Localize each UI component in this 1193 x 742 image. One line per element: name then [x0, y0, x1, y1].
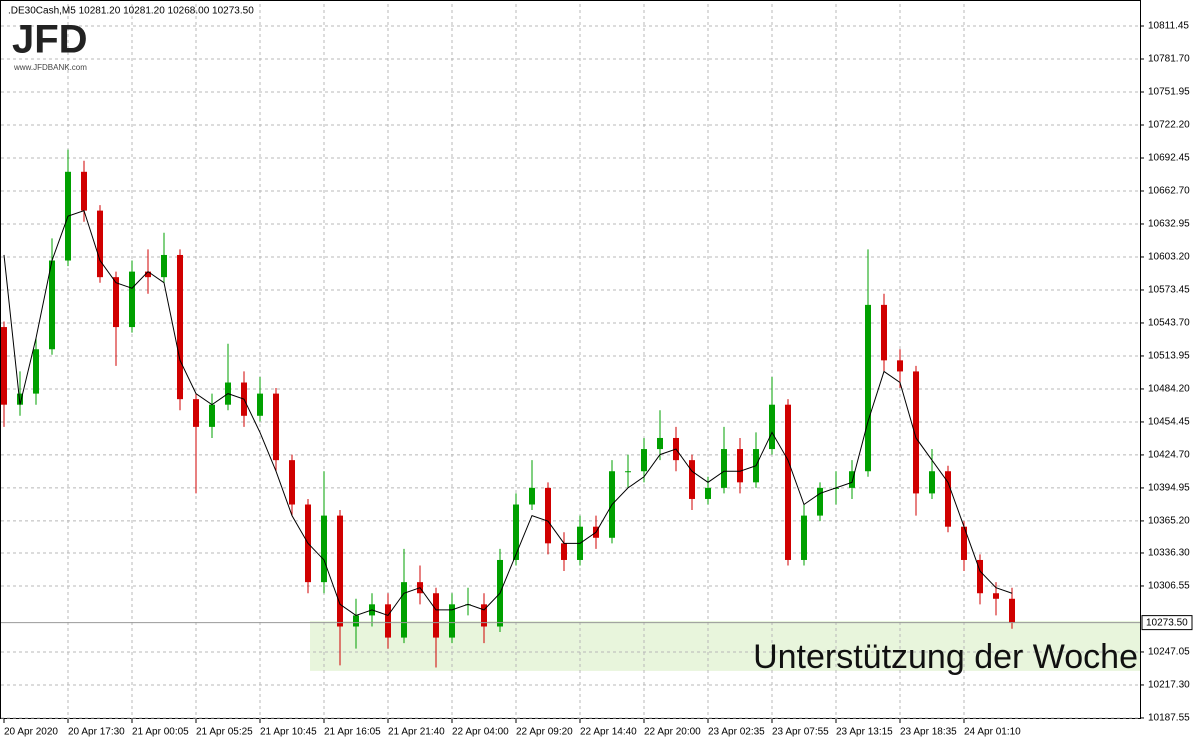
- y-tick-label: 10632.95: [1148, 219, 1190, 230]
- candle-body: [625, 471, 631, 473]
- y-tick-label: 10306.55: [1148, 581, 1190, 592]
- y-tick-label: 10722.20: [1148, 120, 1190, 131]
- support-zone: [310, 620, 1140, 671]
- candle-body: [929, 471, 935, 494]
- y-tick-label: 10394.95: [1148, 483, 1190, 494]
- y-tick-label: 10751.95: [1148, 87, 1190, 98]
- x-tick-label: 21 Apr 00:05: [132, 727, 189, 738]
- candle-body: [721, 449, 727, 488]
- candle-body: [561, 543, 567, 560]
- candle-body: [513, 504, 519, 560]
- x-tick-label: 23 Apr 18:35: [900, 727, 957, 738]
- x-tick-label: 22 Apr 14:40: [580, 727, 637, 738]
- candle-body: [449, 604, 455, 638]
- y-tick-label: 10247.05: [1148, 647, 1190, 658]
- y-tick-label: 10336.30: [1148, 548, 1190, 559]
- x-tick-label: 23 Apr 13:15: [836, 727, 893, 738]
- candle-body: [849, 471, 855, 488]
- candle-body: [257, 393, 263, 416]
- y-tick-label: 10365.20: [1148, 516, 1190, 527]
- plot-frame: [0, 0, 1141, 719]
- candle-body: [897, 360, 903, 372]
- x-tick-label: 21 Apr 16:05: [324, 727, 381, 738]
- candle-body: [289, 460, 295, 505]
- y-tick-label: 10454.45: [1148, 417, 1190, 428]
- y-tick-label: 10187.55: [1148, 713, 1190, 724]
- candle-body: [545, 487, 551, 544]
- y-tick-label: 10781.70: [1148, 54, 1190, 65]
- x-tick-label: 21 Apr 05:25: [196, 727, 253, 738]
- candle-body: [385, 604, 391, 638]
- x-tick-label: 21 Apr 21:40: [388, 727, 445, 738]
- candle-body: [145, 271, 151, 278]
- candle-body: [689, 460, 695, 499]
- candle-body: [177, 254, 183, 400]
- last-price-box: [1141, 615, 1193, 631]
- candle-body: [641, 449, 647, 472]
- x-tick-label: 23 Apr 07:55: [772, 727, 829, 738]
- candle-body: [705, 487, 711, 499]
- candle-body: [273, 393, 279, 461]
- moving-average: [3, 209, 1013, 617]
- candle-body: [1, 327, 7, 405]
- candle-body: [865, 304, 871, 472]
- candle-body: [193, 399, 199, 427]
- x-tick-label: 20 Apr 17:30: [68, 727, 125, 738]
- candle-body: [353, 615, 359, 627]
- last-price-label: 10273.50: [1146, 617, 1188, 628]
- candle-body: [49, 260, 55, 350]
- candle-body: [209, 404, 215, 427]
- x-tick-label: 24 Apr 01:10: [964, 727, 1021, 738]
- x-tick-label: 22 Apr 09:20: [516, 727, 573, 738]
- y-tick-label: 10662.70: [1148, 186, 1190, 197]
- candle-body: [913, 371, 919, 494]
- candle-body: [961, 526, 967, 560]
- y-tick-label: 10484.20: [1148, 384, 1190, 395]
- x-tick-label: 23 Apr 02:35: [708, 727, 765, 738]
- y-tick-label: 10603.20: [1148, 252, 1190, 263]
- annotation: Unterstützung der Woche: [753, 638, 1138, 676]
- candle-body: [129, 271, 135, 328]
- candle-body: [657, 437, 663, 450]
- x-tick-label: 22 Apr 04:00: [452, 727, 509, 738]
- header: .DE30Cash,M5 10281.20 10281.20 10268.00 …: [8, 6, 254, 17]
- candle-body: [481, 604, 487, 627]
- x-tick-label: 21 Apr 10:45: [260, 727, 317, 738]
- candle-body: [977, 559, 983, 594]
- candle-body: [337, 515, 343, 627]
- candle-body: [17, 393, 23, 405]
- candle-body: [1009, 598, 1015, 623]
- candle-body: [113, 277, 119, 328]
- y-tick-label: 10543.70: [1148, 318, 1190, 329]
- x-tick-label: 20 Apr 2020: [4, 727, 58, 738]
- y-tick-label: 10811.45: [1148, 21, 1189, 32]
- candle-body: [801, 515, 807, 560]
- candle-body: [401, 582, 407, 638]
- candle-body: [881, 304, 887, 361]
- candle-body: [785, 404, 791, 560]
- candle-body: [97, 210, 103, 278]
- logo-url: www.JFDBANK.com: [13, 63, 87, 72]
- candle-body: [737, 449, 743, 483]
- candle-body: [81, 171, 87, 211]
- y-tick-label: 10217.30: [1148, 680, 1190, 691]
- y-tick-label: 10692.45: [1148, 153, 1190, 164]
- candle-body: [161, 254, 167, 278]
- candle-body: [433, 593, 439, 638]
- y-tick-label: 10513.95: [1148, 351, 1190, 362]
- candle-body: [529, 487, 535, 505]
- candle-body: [321, 515, 327, 583]
- y-tick-label: 10424.70: [1148, 450, 1190, 461]
- x-tick-label: 22 Apr 20:00: [644, 727, 701, 738]
- candle-body: [817, 487, 823, 516]
- candle-body: [769, 404, 775, 450]
- y-tick-label: 10573.45: [1148, 285, 1190, 296]
- logo: JFD: [12, 18, 88, 62]
- candle-body: [33, 349, 39, 394]
- candle-body: [993, 593, 999, 599]
- layer: Unterstützung der Woche: [1, 4, 1140, 719]
- candle-body: [945, 471, 951, 527]
